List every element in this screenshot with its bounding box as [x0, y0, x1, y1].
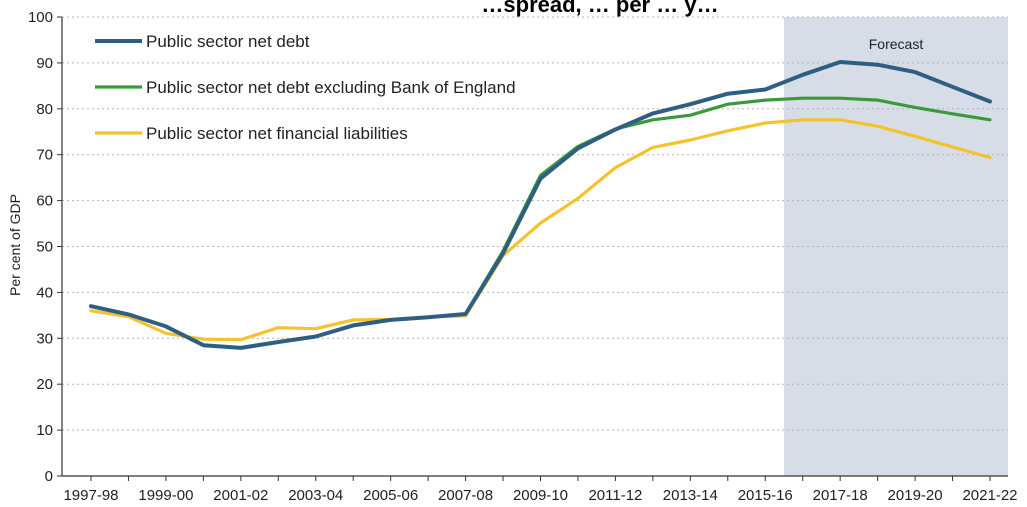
x-tick-label: 2013-14	[663, 487, 718, 504]
x-tick-label: 2011-12	[588, 487, 642, 504]
x-tick-label: 2017-18	[813, 487, 868, 504]
y-tick-label: 10	[36, 422, 53, 439]
x-tick-label: 2007-08	[438, 487, 493, 504]
y-tick-label: 0	[45, 468, 53, 485]
chart-title: …spread, … per … y…	[481, 0, 718, 17]
x-tick-label: 2001-02	[213, 487, 268, 504]
x-tick-label: 2003-04	[288, 487, 343, 504]
y-tick-label: 70	[36, 147, 53, 164]
y-tick-label: 90	[36, 55, 53, 72]
y-tick-label: 60	[36, 193, 53, 210]
x-tick-label: 2021-22	[962, 487, 1017, 504]
series-line	[89, 60, 992, 350]
x-tick-label: 2009-10	[513, 487, 568, 504]
y-axis-title: Per cent of GDP	[7, 194, 23, 296]
y-tick-label: 100	[28, 9, 53, 26]
legend-label: Public sector net debt	[146, 32, 310, 51]
y-tick-label: 40	[36, 284, 53, 301]
x-tick-label: 1999-00	[138, 487, 193, 504]
legend-label: Public sector net debt excluding Bank of…	[146, 78, 516, 97]
x-tick-label: 1997-98	[63, 487, 118, 504]
series-line	[89, 118, 992, 342]
y-tick-label: 50	[36, 239, 53, 256]
x-tick-label: 2019-20	[888, 487, 943, 504]
x-tick-label: 2015-16	[738, 487, 793, 504]
y-tick-label: 20	[36, 376, 53, 393]
legend-label: Public sector net financial liabilities	[146, 124, 408, 143]
y-tick-label: 30	[36, 330, 53, 347]
forecast-label: Forecast	[869, 36, 924, 52]
x-tick-label: 2005-06	[363, 487, 418, 504]
y-tick-label: 80	[36, 101, 53, 118]
